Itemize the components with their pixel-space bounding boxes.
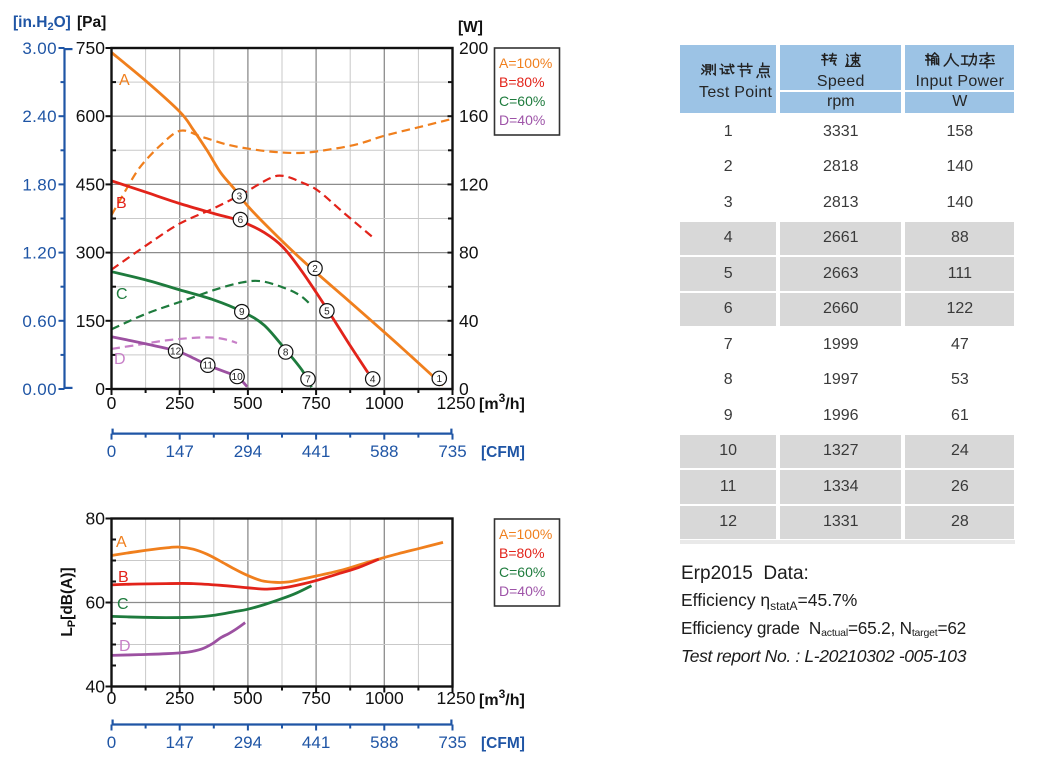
svg-text:60: 60 <box>86 593 106 613</box>
svg-text:120: 120 <box>459 174 488 194</box>
svg-text:B=80%: B=80% <box>499 74 545 90</box>
svg-text:3: 3 <box>237 192 243 203</box>
svg-text:4: 4 <box>370 374 376 385</box>
svg-text:10: 10 <box>232 372 244 383</box>
svg-text:6: 6 <box>238 215 244 226</box>
svg-text:5: 5 <box>324 306 330 317</box>
svg-text:8: 8 <box>283 348 289 359</box>
svg-text:0.00: 0.00 <box>22 380 57 399</box>
svg-text:2: 2 <box>312 264 318 275</box>
svg-text:735: 735 <box>438 442 466 461</box>
svg-text:735: 735 <box>438 733 466 752</box>
svg-text:1000: 1000 <box>365 393 404 413</box>
svg-text:[m3/h]: [m3/h] <box>479 391 525 413</box>
svg-text:0: 0 <box>95 379 105 399</box>
svg-text:0: 0 <box>107 688 117 708</box>
svg-text:80: 80 <box>459 243 479 263</box>
svg-text:9: 9 <box>239 307 245 318</box>
svg-text:441: 441 <box>302 733 330 752</box>
svg-text:C=60%: C=60% <box>499 93 545 109</box>
svg-text:750: 750 <box>76 38 105 58</box>
svg-text:A: A <box>116 534 127 551</box>
svg-text:250: 250 <box>165 688 194 708</box>
svg-text:250: 250 <box>165 393 194 413</box>
svg-text:[CFM]: [CFM] <box>481 444 525 461</box>
svg-text:[W]: [W] <box>458 19 483 36</box>
svg-text:[in.H2O]: [in.H2O] <box>13 14 71 33</box>
svg-text:2.40: 2.40 <box>22 107 57 126</box>
svg-text:1000: 1000 <box>365 688 404 708</box>
svg-text:200: 200 <box>459 38 488 58</box>
svg-text:LP[dB(A)]: LP[dB(A)] <box>59 567 78 636</box>
svg-text:147: 147 <box>166 733 194 752</box>
svg-text:600: 600 <box>76 106 105 126</box>
svg-text:D: D <box>114 351 126 368</box>
svg-text:750: 750 <box>301 688 330 708</box>
svg-text:12: 12 <box>170 347 182 358</box>
svg-text:A=100%: A=100% <box>499 55 552 71</box>
svg-text:0: 0 <box>107 733 116 752</box>
svg-text:1.20: 1.20 <box>22 244 57 263</box>
svg-text:441: 441 <box>302 442 330 461</box>
svg-text:D=40%: D=40% <box>499 583 545 599</box>
svg-text:0: 0 <box>459 379 469 399</box>
svg-text:B: B <box>118 569 129 586</box>
svg-text:1: 1 <box>437 374 443 385</box>
svg-text:588: 588 <box>370 733 398 752</box>
svg-text:160: 160 <box>459 106 488 126</box>
svg-text:40: 40 <box>86 677 106 697</box>
svg-text:D=40%: D=40% <box>499 112 545 128</box>
svg-text:C: C <box>117 596 129 613</box>
svg-text:B: B <box>116 195 127 212</box>
svg-text:80: 80 <box>86 509 106 529</box>
svg-text:150: 150 <box>76 311 105 331</box>
svg-text:B=80%: B=80% <box>499 545 545 561</box>
svg-text:588: 588 <box>370 442 398 461</box>
svg-text:450: 450 <box>76 174 105 194</box>
svg-text:294: 294 <box>234 442 262 461</box>
svg-text:750: 750 <box>301 393 330 413</box>
svg-text:7: 7 <box>305 374 311 385</box>
svg-text:3.00: 3.00 <box>22 39 57 58</box>
svg-text:A: A <box>119 72 130 89</box>
svg-text:0: 0 <box>107 393 117 413</box>
svg-text:1250: 1250 <box>437 688 476 708</box>
svg-text:C: C <box>116 286 128 303</box>
svg-text:[Pa]: [Pa] <box>77 14 106 31</box>
svg-text:D: D <box>119 638 131 655</box>
svg-text:[CFM]: [CFM] <box>481 735 525 752</box>
svg-text:1250: 1250 <box>437 393 476 413</box>
svg-text:40: 40 <box>459 311 479 331</box>
svg-text:0: 0 <box>107 442 116 461</box>
svg-text:294: 294 <box>234 733 262 752</box>
svg-text:[m3/h]: [m3/h] <box>479 687 525 709</box>
svg-text:1.80: 1.80 <box>22 175 57 194</box>
svg-text:500: 500 <box>233 688 262 708</box>
svg-text:0.60: 0.60 <box>22 312 57 331</box>
svg-text:300: 300 <box>76 243 105 263</box>
svg-text:A=100%: A=100% <box>499 526 552 542</box>
svg-text:11: 11 <box>203 361 214 372</box>
svg-text:500: 500 <box>233 393 262 413</box>
svg-text:C=60%: C=60% <box>499 564 545 580</box>
svg-text:147: 147 <box>166 442 194 461</box>
